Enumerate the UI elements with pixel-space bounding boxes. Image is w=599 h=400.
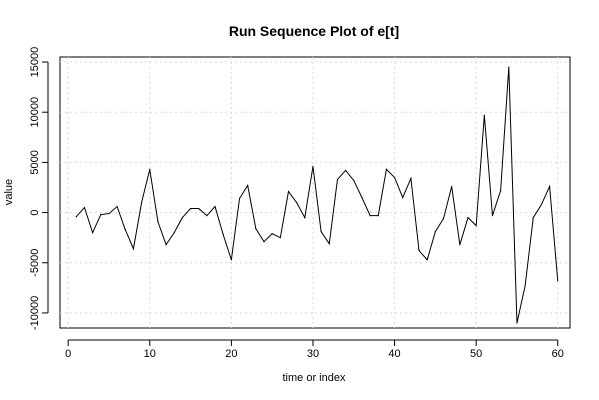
data-point	[230, 259, 232, 261]
data-point	[426, 259, 428, 261]
x-axis: 0 10 20 30 40 50 60	[65, 339, 564, 360]
data-point	[206, 214, 208, 217]
data-point	[141, 201, 143, 204]
data-point	[467, 216, 469, 219]
data-point	[508, 66, 510, 68]
data-point	[328, 243, 330, 245]
data-point	[418, 250, 420, 252]
y-tick-label: -5000	[29, 249, 41, 277]
data-point	[532, 216, 534, 219]
data-point	[442, 218, 445, 220]
data-point	[83, 206, 86, 209]
chart-title: Run Sequence Plot of e[t]	[229, 23, 399, 39]
data-point	[361, 196, 363, 199]
data-point	[100, 213, 102, 216]
data-point	[410, 177, 412, 180]
data-point	[500, 189, 502, 192]
data-point	[214, 205, 216, 208]
data-point	[516, 322, 518, 324]
x-tick-label: 10	[144, 348, 156, 360]
data-point	[222, 234, 224, 236]
data-point	[198, 207, 200, 210]
data-point	[353, 179, 355, 182]
data-point	[124, 229, 126, 231]
data-point	[271, 233, 273, 235]
data-point	[247, 184, 249, 187]
data-point	[312, 165, 314, 167]
data-point	[173, 232, 175, 234]
data-point	[434, 231, 436, 233]
x-tick-label: 20	[225, 348, 237, 360]
y-axis-label: value	[3, 179, 15, 205]
data-point	[149, 168, 151, 171]
y-tick-label: 0	[29, 210, 41, 216]
data-point	[483, 114, 485, 116]
data-point	[132, 248, 135, 250]
data-point	[377, 214, 379, 217]
y-tick-label: 10000	[29, 97, 41, 128]
data-points	[75, 66, 559, 324]
data-point	[296, 201, 298, 204]
data-point	[459, 244, 461, 246]
data-point	[181, 216, 183, 219]
y-tick-label: 5000	[29, 150, 41, 174]
data-point	[491, 214, 494, 217]
data-point	[255, 228, 257, 230]
y-tick-label: -10000	[29, 296, 41, 330]
data-point	[320, 231, 322, 233]
data-point	[385, 168, 387, 171]
data-point	[279, 237, 281, 239]
data-point	[304, 216, 306, 219]
data-point	[524, 285, 526, 287]
data-point	[369, 214, 371, 217]
data-point	[75, 215, 77, 218]
data-point	[116, 205, 118, 208]
data-point	[345, 169, 347, 172]
data-point	[475, 225, 477, 227]
data-point	[238, 197, 241, 200]
data-point	[393, 176, 396, 179]
y-tick-label: 15000	[29, 47, 41, 78]
data-point	[549, 185, 551, 188]
data-point	[108, 212, 110, 215]
data-point	[287, 190, 290, 193]
data-point	[451, 185, 453, 188]
data-point	[402, 196, 404, 199]
data-point	[263, 241, 265, 243]
plot-frame	[59, 56, 571, 329]
data-point	[557, 280, 559, 282]
series-line	[75, 67, 559, 324]
data-point	[540, 203, 543, 206]
data-point	[92, 232, 94, 234]
x-tick-label: 50	[470, 348, 482, 360]
x-tick-label: 60	[552, 348, 564, 360]
y-axis: -10000 -5000 0 5000 10000 15000	[29, 47, 49, 330]
x-tick-label: 30	[307, 348, 319, 360]
data-point	[165, 244, 167, 246]
data-point	[336, 178, 339, 181]
x-tick-label: 40	[388, 348, 400, 360]
x-tick-label: 0	[65, 348, 71, 360]
x-axis-label: time or index	[283, 372, 346, 384]
data-point	[157, 221, 159, 223]
gridlines	[60, 57, 570, 328]
data-point	[189, 207, 192, 210]
